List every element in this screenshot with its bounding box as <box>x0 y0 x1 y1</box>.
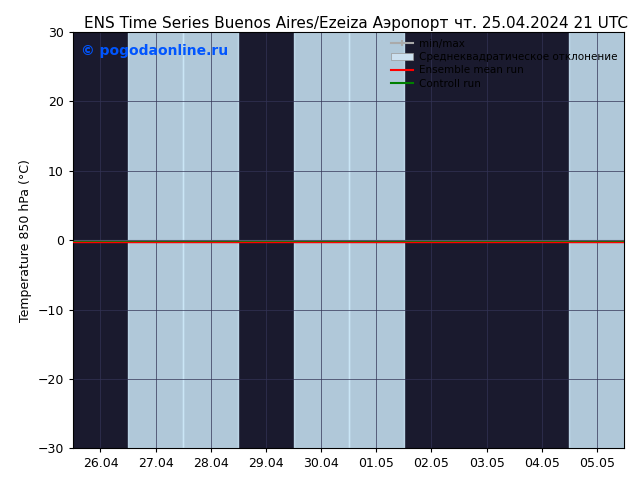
Bar <box>294 32 349 448</box>
Bar <box>349 32 404 448</box>
Text: ENS Time Series Buenos Aires/Ezeiza Аэропорт: ENS Time Series Buenos Aires/Ezeiza Аэро… <box>84 16 448 31</box>
Text: © pogodaonline.ru: © pogodaonline.ru <box>81 44 228 58</box>
Bar <box>569 32 624 448</box>
Text: чт. 25.04.2024 21 UTC: чт. 25.04.2024 21 UTC <box>454 16 628 31</box>
Bar <box>128 32 183 448</box>
Legend: min/max, Среднеквадратическое отклонение, Ensemble mean run, Controll run: min/max, Среднеквадратическое отклонение… <box>389 37 619 91</box>
Y-axis label: Temperature 850 hPa (°C): Temperature 850 hPa (°C) <box>19 159 32 321</box>
Bar <box>183 32 238 448</box>
